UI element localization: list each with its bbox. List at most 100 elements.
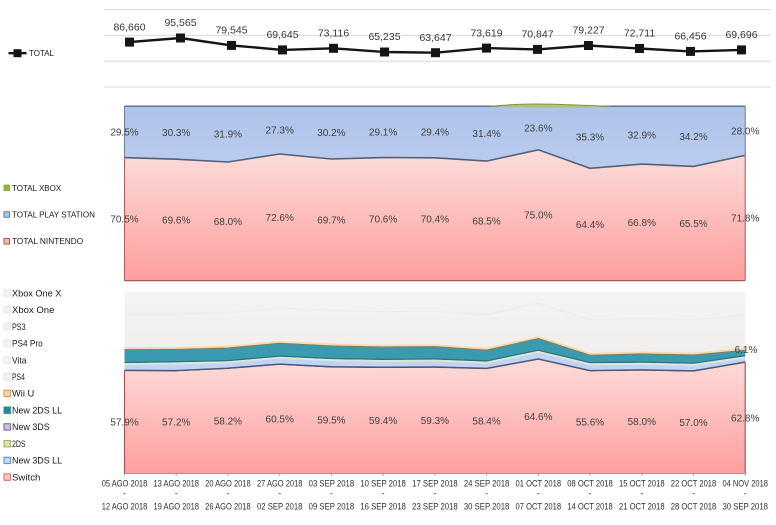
svg-text:01 OCT 2018: 01 OCT 2018 <box>516 478 562 488</box>
svg-text:95,565: 95,565 <box>164 17 196 29</box>
svg-text:-: - <box>278 489 281 499</box>
svg-text:14 OCT 2018: 14 OCT 2018 <box>567 502 613 512</box>
svg-text:-: - <box>744 489 747 499</box>
svg-text:Vita: Vita <box>12 355 27 365</box>
svg-text:34.2%: 34.2% <box>679 132 707 143</box>
svg-text:6.1%: 6.1% <box>735 345 758 356</box>
svg-text:66,456: 66,456 <box>674 31 706 43</box>
svg-text:New 3DS: New 3DS <box>12 422 50 432</box>
svg-text:30.2%: 30.2% <box>317 128 345 139</box>
svg-text:30.3%: 30.3% <box>162 128 190 139</box>
svg-text:29.5%: 29.5% <box>110 127 138 138</box>
svg-text:79,545: 79,545 <box>215 25 247 37</box>
svg-text:57.2%: 57.2% <box>162 418 190 429</box>
svg-text:PS3: PS3 <box>12 322 26 332</box>
svg-text:31.9%: 31.9% <box>214 130 242 141</box>
svg-text:12 AGO 2018: 12 AGO 2018 <box>102 502 148 512</box>
svg-text:TOTAL XBOX: TOTAL XBOX <box>12 184 62 193</box>
svg-text:65,235: 65,235 <box>368 31 400 43</box>
svg-text:58.0%: 58.0% <box>628 417 656 428</box>
svg-text:15 OCT 2018: 15 OCT 2018 <box>619 478 665 488</box>
svg-text:23.6%: 23.6% <box>524 124 552 135</box>
svg-text:28.0%: 28.0% <box>731 126 759 137</box>
svg-text:70.4%: 70.4% <box>421 215 449 226</box>
svg-text:03 SEP 2018: 03 SEP 2018 <box>309 478 355 488</box>
svg-text:27 AGO 2018: 27 AGO 2018 <box>257 478 303 488</box>
svg-text:-: - <box>640 489 643 499</box>
svg-text:69.7%: 69.7% <box>317 215 345 226</box>
svg-text:68.5%: 68.5% <box>472 216 500 227</box>
svg-text:08 OCT 2018: 08 OCT 2018 <box>567 478 613 488</box>
svg-text:58.2%: 58.2% <box>214 416 242 427</box>
svg-text:26 AGO 2018: 26 AGO 2018 <box>205 502 251 512</box>
svg-text:86,660: 86,660 <box>113 21 145 33</box>
svg-text:-: - <box>330 489 333 499</box>
svg-text:75.0%: 75.0% <box>524 211 552 222</box>
svg-text:24 SEP 2018: 24 SEP 2018 <box>464 478 510 488</box>
svg-text:20 AGO 2018: 20 AGO 2018 <box>205 478 251 488</box>
svg-text:66.8%: 66.8% <box>628 218 656 229</box>
svg-text:TOTAL: TOTAL <box>29 49 54 58</box>
svg-text:22 OCT 2018: 22 OCT 2018 <box>671 478 717 488</box>
svg-text:59.4%: 59.4% <box>369 416 397 427</box>
svg-text:69,645: 69,645 <box>266 29 298 41</box>
svg-text:65.5%: 65.5% <box>679 219 707 230</box>
svg-text:69.6%: 69.6% <box>162 215 190 226</box>
svg-text:35.3%: 35.3% <box>576 133 604 144</box>
svg-text:New 3DS LL: New 3DS LL <box>12 456 62 466</box>
svg-text:16 SEP 2018: 16 SEP 2018 <box>360 502 406 512</box>
svg-text:Switch: Switch <box>12 472 40 482</box>
svg-text:28 OCT 2018: 28 OCT 2018 <box>671 502 717 512</box>
svg-text:27.3%: 27.3% <box>266 126 294 137</box>
svg-text:10 SEP 2018: 10 SEP 2018 <box>360 478 406 488</box>
svg-text:-: - <box>537 489 540 499</box>
svg-text:73,619: 73,619 <box>470 27 502 39</box>
svg-text:71.8%: 71.8% <box>731 214 759 225</box>
svg-text:64.6%: 64.6% <box>524 412 552 423</box>
svg-text:-: - <box>485 489 488 499</box>
svg-text:70.5%: 70.5% <box>110 215 138 226</box>
svg-text:-: - <box>226 489 229 499</box>
svg-text:64.4%: 64.4% <box>576 220 604 231</box>
svg-text:New 2DS LL: New 2DS LL <box>12 406 62 416</box>
svg-text:57.9%: 57.9% <box>110 418 138 429</box>
svg-text:2DS: 2DS <box>12 439 26 449</box>
svg-text:59.5%: 59.5% <box>317 416 345 427</box>
svg-text:58.4%: 58.4% <box>472 417 500 428</box>
svg-text:29.1%: 29.1% <box>369 127 397 138</box>
svg-text:68.0%: 68.0% <box>214 217 242 228</box>
svg-text:02 SEP 2018: 02 SEP 2018 <box>257 502 303 512</box>
svg-text:69,696: 69,696 <box>725 29 757 41</box>
svg-text:32.9%: 32.9% <box>628 131 656 142</box>
svg-text:70.6%: 70.6% <box>369 215 397 226</box>
svg-text:62.8%: 62.8% <box>731 413 759 424</box>
svg-text:-: - <box>123 489 126 499</box>
svg-text:70,847: 70,847 <box>521 29 553 41</box>
svg-text:TOTAL NINTENDO: TOTAL NINTENDO <box>12 237 83 246</box>
svg-text:PS4 Pro: PS4 Pro <box>12 339 43 349</box>
svg-text:09 SEP 2018: 09 SEP 2018 <box>309 502 355 512</box>
svg-text:57.0%: 57.0% <box>679 418 707 429</box>
svg-text:72.6%: 72.6% <box>266 213 294 224</box>
svg-text:Xbox One: Xbox One <box>12 305 54 315</box>
svg-text:07 OCT 2018: 07 OCT 2018 <box>516 502 562 512</box>
svg-text:29.4%: 29.4% <box>421 128 449 139</box>
svg-text:TOTAL PLAY STATION: TOTAL PLAY STATION <box>12 211 95 220</box>
svg-text:Xbox One X: Xbox One X <box>12 288 61 298</box>
svg-text:19 AGO 2018: 19 AGO 2018 <box>153 502 199 512</box>
svg-text:60.5%: 60.5% <box>266 414 294 425</box>
svg-text:Wii U: Wii U <box>12 389 34 399</box>
svg-text:30 SEP 2018: 30 SEP 2018 <box>722 502 768 512</box>
svg-text:17 SEP 2018: 17 SEP 2018 <box>412 478 458 488</box>
svg-text:-: - <box>175 489 178 499</box>
svg-text:13 AGO 2018: 13 AGO 2018 <box>153 478 199 488</box>
svg-text:55.6%: 55.6% <box>576 418 604 429</box>
svg-text:30 SEP 2018: 30 SEP 2018 <box>464 502 510 512</box>
svg-text:-: - <box>692 489 695 499</box>
svg-text:59.3%: 59.3% <box>421 416 449 427</box>
svg-text:PS4: PS4 <box>12 372 25 382</box>
svg-text:04 NOV 2018: 04 NOV 2018 <box>722 478 768 488</box>
svg-text:31.4%: 31.4% <box>472 129 500 140</box>
svg-text:-: - <box>382 489 385 499</box>
svg-text:-: - <box>433 489 436 499</box>
